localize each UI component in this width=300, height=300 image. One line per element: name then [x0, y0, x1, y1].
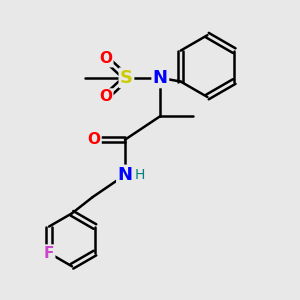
Text: S: S	[120, 69, 133, 87]
Text: O: O	[88, 132, 100, 147]
Text: O: O	[99, 89, 112, 104]
Text: N: N	[153, 69, 168, 87]
Text: N: N	[118, 166, 133, 184]
Text: H: H	[135, 168, 146, 182]
Text: F: F	[44, 246, 54, 261]
Text: O: O	[99, 51, 112, 66]
